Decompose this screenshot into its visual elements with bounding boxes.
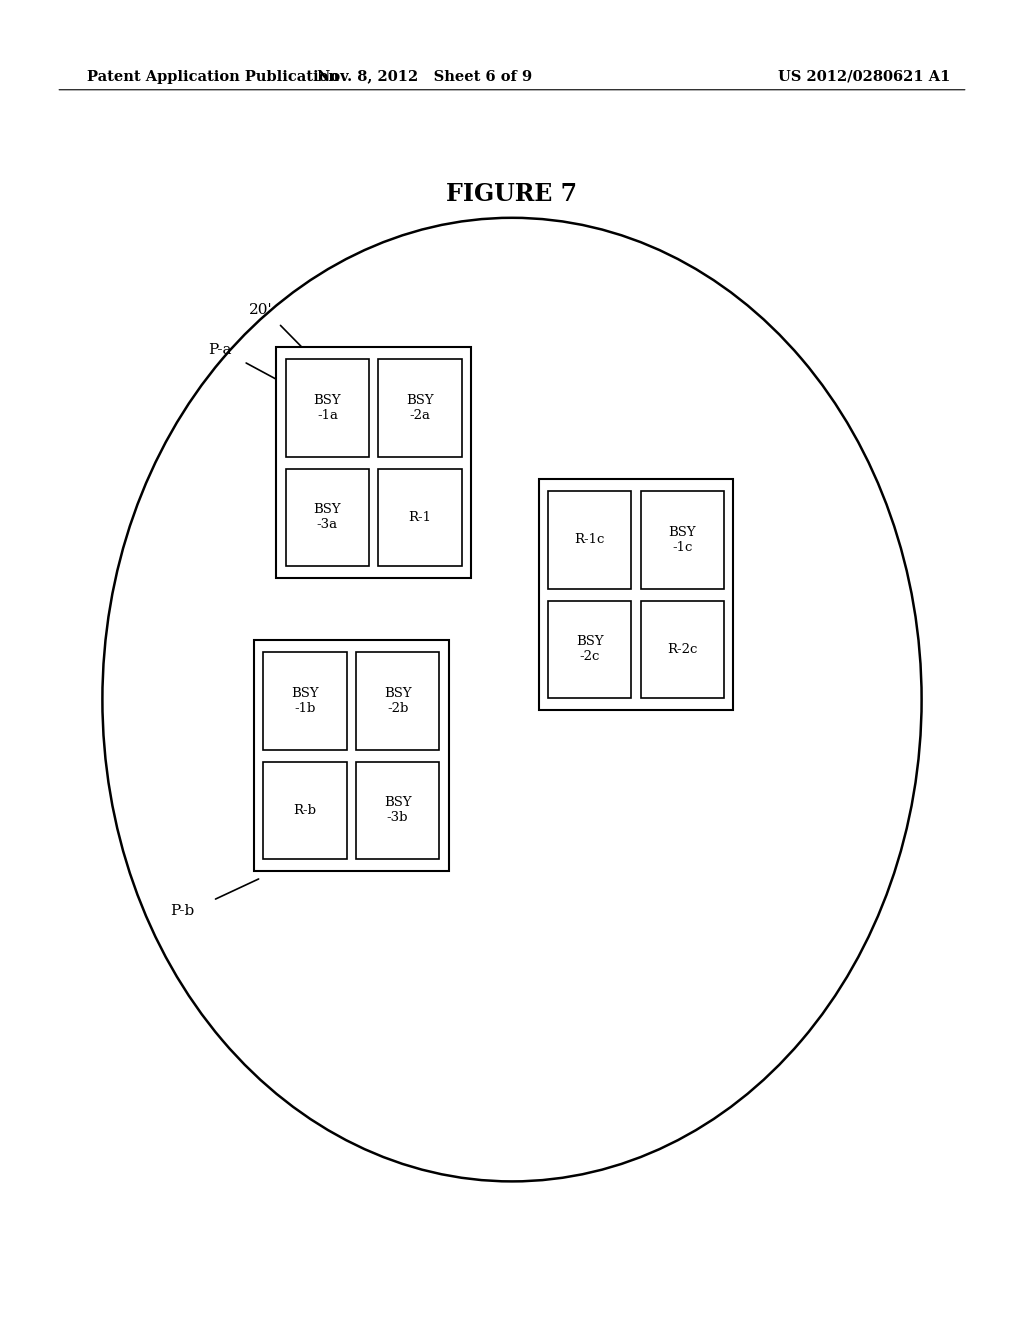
Bar xyxy=(263,652,346,750)
Text: BSY
-1c: BSY -1c xyxy=(669,525,696,554)
Text: P-a: P-a xyxy=(209,343,231,356)
Bar xyxy=(286,469,370,566)
Bar xyxy=(548,491,631,589)
Bar xyxy=(641,491,724,589)
Text: P-c: P-c xyxy=(673,590,695,603)
Text: BSY
-2a: BSY -2a xyxy=(407,393,434,422)
Bar xyxy=(641,601,724,698)
Text: 20': 20' xyxy=(249,304,273,317)
Text: US 2012/0280621 A1: US 2012/0280621 A1 xyxy=(778,70,950,83)
Text: BSY
-2b: BSY -2b xyxy=(384,686,412,715)
Bar xyxy=(263,762,346,859)
Text: FIGURE 7: FIGURE 7 xyxy=(446,182,578,206)
Bar xyxy=(379,359,462,457)
Text: R-1: R-1 xyxy=(409,511,431,524)
Bar xyxy=(356,762,439,859)
Text: BSY
-3b: BSY -3b xyxy=(384,796,412,825)
Text: BSY
-1a: BSY -1a xyxy=(313,393,341,422)
Bar xyxy=(356,652,439,750)
Text: R-b: R-b xyxy=(294,804,316,817)
Bar xyxy=(539,479,733,710)
Text: Patent Application Publication: Patent Application Publication xyxy=(87,70,339,83)
Text: BSY
-1b: BSY -1b xyxy=(291,686,318,715)
Bar xyxy=(276,347,471,578)
Text: P-b: P-b xyxy=(170,904,195,917)
Text: R-1c: R-1c xyxy=(574,533,605,546)
Text: R-2c: R-2c xyxy=(667,643,697,656)
Text: BSY
-2c: BSY -2c xyxy=(575,635,603,664)
Text: Nov. 8, 2012   Sheet 6 of 9: Nov. 8, 2012 Sheet 6 of 9 xyxy=(317,70,532,83)
Bar xyxy=(548,601,631,698)
Text: BSY
-3a: BSY -3a xyxy=(313,503,341,532)
Bar xyxy=(286,359,370,457)
Bar xyxy=(379,469,462,566)
Bar xyxy=(254,640,449,871)
